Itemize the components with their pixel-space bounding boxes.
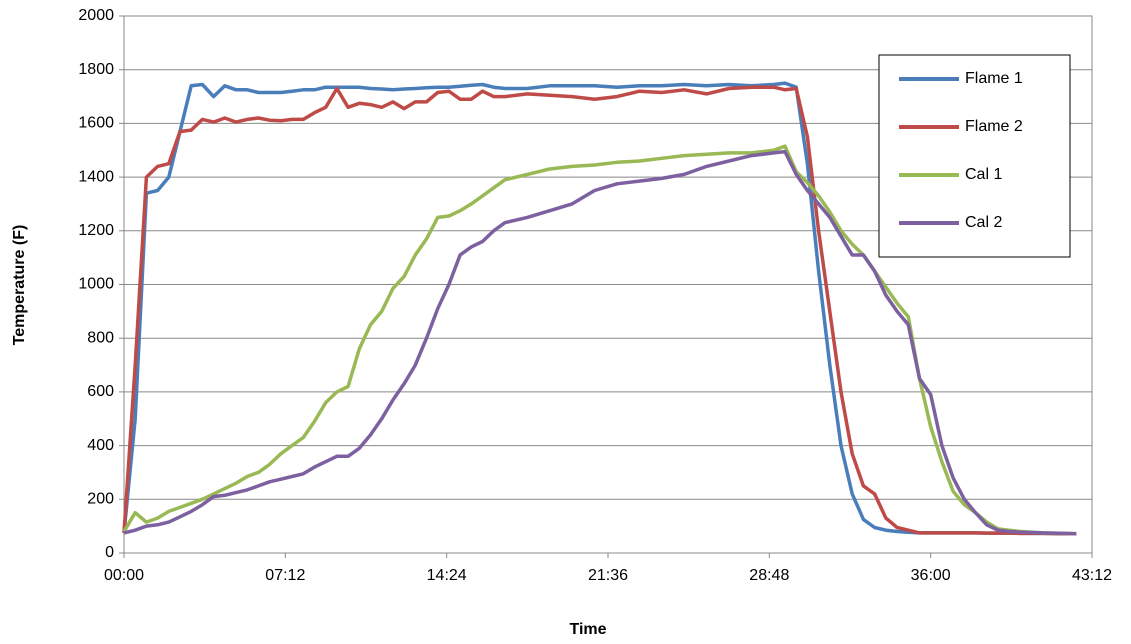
y-tick-label: 1800: [78, 61, 114, 78]
y-tick-label: 400: [87, 437, 114, 454]
series-line: [123, 149, 1077, 536]
x-axis-label: Time: [569, 621, 606, 638]
legend-label: Cal 2: [965, 214, 1002, 231]
y-axis-label: Temperature (F): [11, 225, 28, 346]
x-tick-label: 07:12: [265, 567, 305, 584]
y-tick-label: 1400: [78, 168, 114, 185]
y-tick-label: 800: [87, 329, 114, 346]
legend-box: [878, 54, 1071, 258]
y-tick-label: 1600: [78, 115, 114, 132]
x-tick-label: 36:00: [911, 567, 951, 584]
series-line: [122, 144, 1077, 536]
series-line: [122, 85, 1077, 536]
x-tick-label: 21:36: [588, 567, 628, 584]
y-tick-label: 200: [87, 491, 114, 508]
y-tick-label: 600: [87, 383, 114, 400]
legend-label: Flame 2: [965, 118, 1023, 135]
y-tick-label: 1000: [78, 276, 114, 293]
x-tick-label: 00:00: [104, 567, 144, 584]
legend-label: Cal 1: [965, 166, 1002, 183]
legend-label: Flame 1: [965, 70, 1023, 87]
x-tick-label: 28:48: [749, 567, 789, 584]
y-tick-label: 2000: [78, 7, 114, 24]
plot-border: [123, 15, 1093, 554]
y-tick-label: 1200: [78, 222, 114, 239]
y-tick-label: 0: [105, 544, 114, 561]
x-tick-label: 43:12: [1072, 567, 1112, 584]
x-tick-label: 14:24: [427, 567, 467, 584]
